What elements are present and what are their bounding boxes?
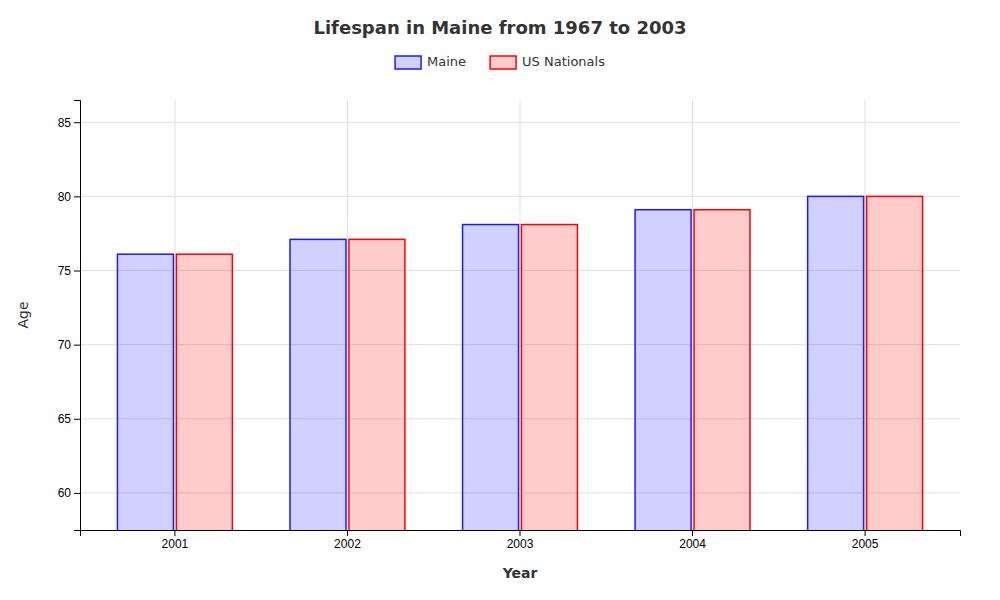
series bbox=[117, 196, 863, 530]
x-tick-label: 2004 bbox=[679, 537, 706, 551]
y-tick-label: 75 bbox=[58, 264, 72, 278]
y-tick-label: 65 bbox=[58, 412, 72, 426]
y-axis-line bbox=[74, 101, 81, 531]
y-tick: 80 bbox=[58, 190, 80, 204]
y-tick-label: 85 bbox=[58, 116, 72, 130]
x-tick: 2005 bbox=[852, 530, 879, 551]
x-tick: 2003 bbox=[507, 530, 534, 551]
bar bbox=[694, 210, 750, 530]
x-axis: 2001 2002 2003 2004 2005 bbox=[81, 530, 961, 551]
bar bbox=[808, 196, 864, 530]
grid-line-x bbox=[347, 100, 348, 530]
y-tick-mark bbox=[74, 122, 80, 123]
x-axis-title: Year bbox=[502, 565, 538, 581]
bar bbox=[176, 254, 232, 530]
grid-line-x bbox=[865, 100, 866, 530]
bar bbox=[117, 254, 173, 530]
x-tick-mark bbox=[520, 530, 521, 536]
legend-item: Maine bbox=[395, 54, 466, 69]
bar bbox=[349, 239, 405, 530]
y-tick: 70 bbox=[58, 338, 80, 352]
x-tick-mark bbox=[174, 530, 175, 536]
grid-line-x bbox=[174, 100, 175, 530]
plot: 2001 2002 2003 2004 2005 60 65 70 75 80 85 bbox=[58, 100, 961, 600]
y-tick-mark bbox=[74, 419, 80, 420]
x-tick-label: 2002 bbox=[334, 537, 361, 551]
y-tick: 85 bbox=[58, 116, 80, 130]
title: Lifespan in Maine from 1967 to 2003 bbox=[313, 17, 686, 38]
x-tick-mark bbox=[347, 530, 348, 536]
bar bbox=[521, 225, 577, 530]
y-tick-label: 70 bbox=[58, 338, 72, 352]
x-tick-mark bbox=[692, 530, 693, 536]
x-tick-label: 2003 bbox=[507, 537, 534, 551]
y-tick: 60 bbox=[58, 486, 80, 500]
y-tick: 65 bbox=[58, 412, 80, 426]
y-tick: 75 bbox=[58, 264, 80, 278]
x-axis-line bbox=[81, 531, 961, 537]
y-tick-label: 80 bbox=[58, 190, 72, 204]
y-axis-title: Age bbox=[15, 301, 31, 328]
y-tick-mark bbox=[74, 196, 80, 197]
x-tick: 2002 bbox=[334, 530, 361, 551]
x-tick-label: 2005 bbox=[852, 537, 879, 551]
legend-item: US Nationals bbox=[490, 54, 605, 69]
y-tick-label: 60 bbox=[58, 486, 72, 500]
legend-swatch bbox=[490, 56, 516, 69]
y-tick-mark bbox=[74, 271, 80, 272]
y-tick-mark bbox=[74, 493, 80, 494]
bar bbox=[463, 225, 519, 530]
legend: Maine US Nationals bbox=[395, 54, 605, 69]
x-tick: 2001 bbox=[162, 530, 189, 551]
bar bbox=[867, 196, 923, 530]
bar bbox=[290, 239, 346, 530]
y-axis: 60 65 70 75 80 85 bbox=[58, 101, 81, 531]
grid-line-x bbox=[692, 100, 693, 530]
legend-label: Maine bbox=[427, 54, 466, 69]
x-tick: 2004 bbox=[679, 530, 706, 551]
legend-swatch bbox=[395, 56, 421, 69]
bars bbox=[117, 196, 922, 530]
bar bbox=[635, 210, 691, 530]
grid-line-x bbox=[520, 100, 521, 530]
y-tick-mark bbox=[74, 345, 80, 346]
x-tick-label: 2001 bbox=[162, 537, 189, 551]
legend-label: US Nationals bbox=[522, 54, 605, 69]
x-tick-mark bbox=[865, 530, 866, 536]
series bbox=[176, 196, 922, 530]
chart: 2001 2002 2003 2004 2005 60 65 70 75 80 85 Year Age L… bbox=[0, 0, 1000, 600]
